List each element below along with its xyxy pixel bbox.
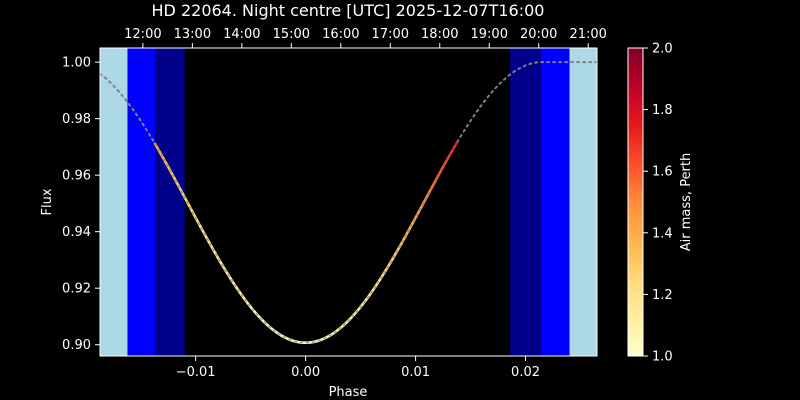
y-tick-label: 0.90 bbox=[62, 338, 91, 353]
top-tick-label: 21:00 bbox=[569, 27, 606, 42]
y-axis-label: Flux bbox=[40, 188, 55, 215]
twilight-band-3 bbox=[510, 48, 541, 356]
chart-title: HD 22064. Night centre [UTC] 2025-12-07T… bbox=[152, 1, 545, 20]
twilight-band-5 bbox=[569, 48, 597, 356]
model-line-dotted-overlay bbox=[154, 141, 459, 344]
flux-curves bbox=[100, 61, 597, 345]
colorbar-tick-label: 1.0 bbox=[652, 350, 673, 365]
y-axis-left: 0.90 0.92 0.94 0.96 0.98 1.00 bbox=[62, 56, 100, 353]
twilight-band-2 bbox=[154, 48, 185, 356]
colorbar-axis: 1.0 1.2 1.4 1.6 1.8 2.0 bbox=[643, 42, 673, 365]
twilight-bands bbox=[100, 48, 597, 356]
y-tick-label: 1.00 bbox=[62, 56, 91, 71]
twilight-band-4 bbox=[540, 48, 570, 356]
colorbar-tick-label: 1.2 bbox=[652, 288, 673, 303]
colorbar-tick-label: 1.8 bbox=[652, 103, 673, 118]
top-tick-label: 17:00 bbox=[372, 27, 409, 42]
x-tick-label: 0.00 bbox=[291, 365, 320, 380]
top-tick-label: 13:00 bbox=[174, 27, 211, 42]
top-tick-label: 19:00 bbox=[471, 27, 508, 42]
x-axis-label: Phase bbox=[329, 385, 368, 400]
x-tick-label: 0.01 bbox=[401, 365, 430, 380]
top-tick-label: 14:00 bbox=[223, 27, 260, 42]
top-tick-label: 18:00 bbox=[421, 27, 458, 42]
colorbar-tick-label: 1.4 bbox=[652, 226, 673, 241]
y-tick-label: 0.94 bbox=[62, 225, 91, 240]
colorbar-label: Air mass, Perth bbox=[679, 153, 694, 251]
top-tick-label: 20:00 bbox=[520, 27, 557, 42]
y-tick-label: 0.92 bbox=[62, 282, 91, 297]
top-tick-label: 12:00 bbox=[124, 27, 161, 42]
x-axis-bottom: −0.01 0.00 0.01 0.02 bbox=[176, 356, 540, 380]
y-tick-label: 0.96 bbox=[62, 169, 91, 184]
twilight-band-1 bbox=[127, 48, 155, 356]
x-tick-label: 0.02 bbox=[511, 365, 540, 380]
colorbar bbox=[627, 47, 644, 357]
x-tick-label: −0.01 bbox=[176, 365, 216, 380]
top-tick-label: 15:00 bbox=[273, 27, 310, 42]
twilight-band-0 bbox=[100, 48, 128, 356]
colorbar-tick-label: 1.6 bbox=[652, 165, 673, 180]
top-tick-label: 16:00 bbox=[322, 27, 359, 42]
colorbar-tick-label: 2.0 bbox=[652, 42, 673, 57]
y-tick-label: 0.98 bbox=[62, 112, 91, 127]
plot-frame bbox=[99, 47, 598, 357]
x-axis-top-time: 12:00 13:00 14:00 15:00 16:00 17:00 18:00 19:00… bbox=[124, 27, 607, 48]
